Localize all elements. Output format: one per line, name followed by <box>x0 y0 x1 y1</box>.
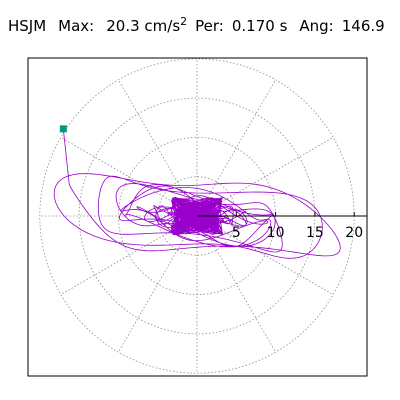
grid-spoke-330 <box>196 215 334 295</box>
max-point-marker <box>59 125 67 133</box>
grid-spoke-60 <box>196 79 276 217</box>
plot-frame <box>27 57 368 377</box>
radial-tick-label-10: 10 <box>267 225 285 241</box>
grid-spoke-150 <box>60 137 198 217</box>
acceleration-trace <box>53 128 341 259</box>
grid-spoke-120 <box>118 79 198 217</box>
ang-label: Ang: <box>299 17 334 35</box>
station-code: HSJM <box>8 17 47 35</box>
radial-axis: 5 10 15 20 <box>197 212 367 241</box>
grid-spoke-240 <box>118 215 198 353</box>
per-label: Per: <box>195 17 224 35</box>
grid-spoke-300 <box>196 215 276 353</box>
radial-tick-label-5: 5 <box>232 225 241 241</box>
radial-tick-label-20: 20 <box>345 225 363 241</box>
trace-path <box>53 128 341 259</box>
max-label: Max: <box>58 17 95 35</box>
chart-header: HSJM Max: 20.3 cm/s2 Per: 0.170 s Ang: 146.9 <box>8 15 385 35</box>
max-unit-exponent: 2 <box>180 15 188 28</box>
ang-value: 146.9 <box>341 17 385 35</box>
grid-spoke-210 <box>60 215 198 295</box>
per-value: 0.170 s <box>231 17 288 35</box>
radial-tick-label-15: 15 <box>306 225 324 241</box>
grid-spoke-30 <box>196 137 334 217</box>
max-value: 20.3 cm/s <box>106 17 181 35</box>
max-point-marker-group <box>59 125 67 133</box>
